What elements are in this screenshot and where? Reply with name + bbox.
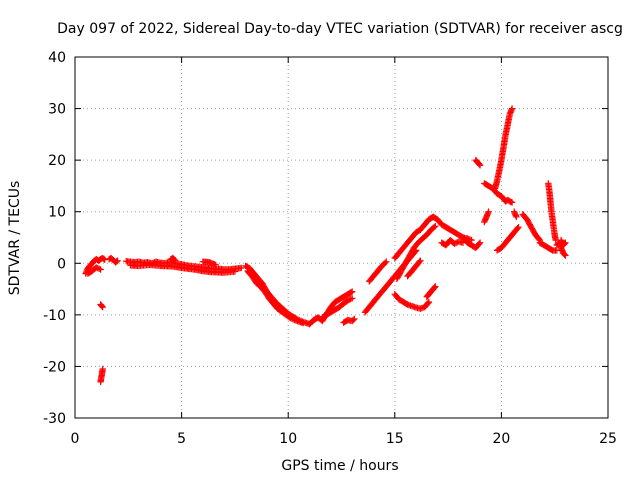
data-point bbox=[562, 239, 569, 246]
x-axis-label: GPS time / hours bbox=[281, 458, 398, 474]
x-tick-label: 20 bbox=[492, 431, 510, 447]
data-point bbox=[476, 239, 484, 246]
axis-ticks: 0 5 10 15 20 25 -30 -20 -10 0 10 20 30 40 bbox=[43, 50, 617, 447]
data-point bbox=[351, 315, 358, 323]
chart-title: Day 097 of 2022, Sidereal Day-to-day VTE… bbox=[57, 21, 623, 37]
x-tick-label: 10 bbox=[279, 431, 297, 447]
data-point bbox=[476, 161, 483, 168]
y-tick-label: 40 bbox=[48, 50, 66, 66]
y-tick-label: -20 bbox=[43, 359, 66, 375]
y-tick-label: 20 bbox=[48, 153, 66, 169]
grid-lines bbox=[75, 57, 608, 418]
data-point bbox=[238, 264, 245, 272]
data-point bbox=[114, 257, 121, 264]
data-point bbox=[344, 297, 352, 304]
data-point bbox=[485, 208, 492, 215]
data-point bbox=[561, 240, 568, 247]
data-point bbox=[346, 296, 353, 303]
x-tick-label: 0 bbox=[71, 431, 80, 447]
data-point bbox=[382, 259, 389, 266]
data-point bbox=[451, 240, 458, 247]
data-point bbox=[99, 365, 106, 373]
data-point bbox=[113, 258, 120, 265]
y-tick-label: 0 bbox=[57, 256, 66, 272]
data-point bbox=[349, 295, 356, 302]
data-point bbox=[231, 268, 239, 275]
data-point bbox=[476, 240, 483, 247]
data-point bbox=[96, 265, 103, 272]
data-point bbox=[432, 283, 439, 290]
data-point bbox=[508, 199, 516, 206]
data-point bbox=[514, 225, 521, 232]
data-point bbox=[212, 261, 219, 268]
data-point bbox=[508, 105, 516, 112]
x-tick-label: 25 bbox=[599, 431, 617, 447]
data-point bbox=[562, 252, 569, 259]
data-point bbox=[290, 316, 297, 323]
data-point bbox=[431, 223, 438, 231]
data-point bbox=[416, 258, 423, 265]
data-point bbox=[347, 289, 355, 296]
data-point bbox=[383, 258, 390, 265]
data-point bbox=[172, 257, 179, 264]
data-point bbox=[535, 235, 543, 243]
data-point bbox=[98, 303, 106, 310]
x-tick-label: 15 bbox=[386, 431, 404, 447]
data-point bbox=[99, 303, 106, 311]
data-point bbox=[417, 257, 424, 264]
data-point bbox=[425, 298, 433, 306]
data-point bbox=[561, 251, 568, 258]
data-point bbox=[93, 264, 100, 271]
data-point bbox=[431, 284, 438, 291]
data-point bbox=[288, 315, 295, 322]
data-point bbox=[350, 316, 357, 324]
plot-frame bbox=[74, 56, 609, 419]
y-tick-label: -30 bbox=[43, 411, 66, 427]
y-tick-label: 10 bbox=[48, 205, 66, 221]
data-point bbox=[94, 264, 101, 272]
y-tick-label: -10 bbox=[43, 308, 66, 324]
data-point bbox=[424, 299, 432, 307]
y-axis-label: SDTVAR / TECUs bbox=[7, 181, 23, 296]
data-point bbox=[452, 239, 460, 247]
data-points bbox=[82, 105, 569, 386]
data-point bbox=[515, 224, 522, 231]
data-point bbox=[476, 162, 484, 169]
data-point bbox=[349, 288, 356, 295]
data-point bbox=[170, 256, 178, 263]
x-tick-label: 5 bbox=[177, 431, 186, 447]
y-tick-label: 30 bbox=[48, 102, 66, 118]
data-point bbox=[299, 319, 307, 327]
data-point bbox=[432, 223, 439, 230]
data-point bbox=[97, 266, 104, 273]
data-point bbox=[513, 213, 520, 221]
